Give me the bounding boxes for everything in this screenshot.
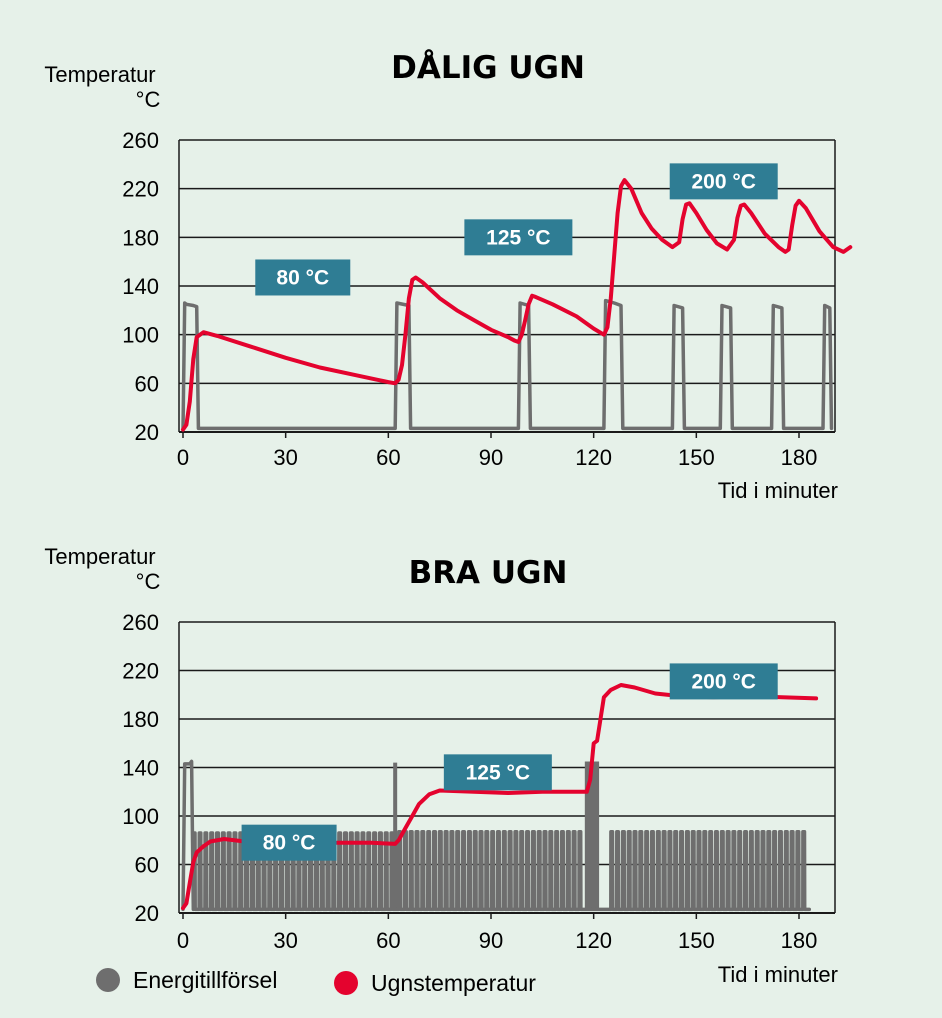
y-tick-label: 60 <box>135 371 159 396</box>
annotation-label: 125 °C <box>486 226 550 249</box>
y-tick-label: 180 <box>122 707 159 732</box>
y-tick-label: 220 <box>122 177 159 202</box>
y-tick-label: 60 <box>135 853 159 878</box>
x-tick-label: 60 <box>376 928 400 953</box>
x-tick-label: 120 <box>575 928 612 953</box>
chart-title-bottom: BRA UGN <box>409 555 568 591</box>
y-tick-label: 20 <box>135 420 159 445</box>
x-tick-label: 180 <box>781 928 818 953</box>
legend-marker-energy <box>96 968 120 992</box>
y-axis-label-top: Temperatur <box>44 62 155 87</box>
x-tick-label: 90 <box>479 445 503 470</box>
y-tick-label: 260 <box>122 610 159 635</box>
annotation-box <box>241 824 337 861</box>
legend-label-energy: Energitillförsel <box>133 967 277 993</box>
y-tick-label: 100 <box>122 323 159 348</box>
x-tick-label: 0 <box>177 928 189 953</box>
y-axis-label-bottom: Temperatur <box>44 544 155 569</box>
x-tick-label: 0 <box>177 445 189 470</box>
chart-title-top: DÅLIG UGN <box>391 49 585 86</box>
annotation-box <box>464 219 573 256</box>
chart-plot-top: 260 220 180 140 100 60 20 0 30 60 90 120 150 180 80 °C… <box>122 128 853 470</box>
x-tick-label: 120 <box>575 445 612 470</box>
series-line-energy <box>181 298 834 432</box>
x-tick-label: 150 <box>678 445 715 470</box>
y-tick-label: 220 <box>122 659 159 684</box>
annotation-box <box>255 259 351 296</box>
annotation-box <box>669 163 778 200</box>
y-tick-label: 20 <box>135 901 159 926</box>
annotation-box <box>669 663 778 700</box>
annotation-box <box>443 754 552 791</box>
x-tick-label: 30 <box>273 445 297 470</box>
x-axis-label-top: Tid i minuter <box>718 478 838 503</box>
annotation-label: 80 °C <box>276 266 329 289</box>
y-tick-label: 260 <box>122 128 159 153</box>
legend-marker-temperature <box>334 971 358 995</box>
legend-label-temperature: Ugnstemperatur <box>371 970 536 996</box>
series-line-temperature <box>181 178 853 432</box>
x-tick-label: 30 <box>273 928 297 953</box>
legend: Energitillförsel Ugnstemperatur <box>96 967 536 996</box>
series-line-energy <box>181 759 812 912</box>
x-tick-label: 150 <box>678 928 715 953</box>
y-tick-label: 100 <box>122 804 159 829</box>
y-tick-label: 180 <box>122 225 159 250</box>
annotation-label: 200 °C <box>691 670 755 693</box>
x-tick-label: 60 <box>376 445 400 470</box>
x-tick-label: 180 <box>781 445 818 470</box>
chart-plot-bottom: 260 220 180 140 100 60 20 0 30 60 90 120 150 180 80 °C… <box>122 610 836 953</box>
y-axis-unit-bottom: °C <box>136 569 161 594</box>
annotation-label: 80 °C <box>263 832 316 855</box>
annotation-label: 125 °C <box>466 761 530 784</box>
y-tick-label: 140 <box>122 274 159 299</box>
series-line-temperature <box>181 683 819 911</box>
y-axis-unit-top: °C <box>136 87 161 112</box>
x-axis-label-bottom: Tid i minuter <box>718 962 838 987</box>
annotation-label: 200 °C <box>691 170 755 193</box>
x-tick-label: 90 <box>479 928 503 953</box>
y-tick-label: 140 <box>122 756 159 781</box>
